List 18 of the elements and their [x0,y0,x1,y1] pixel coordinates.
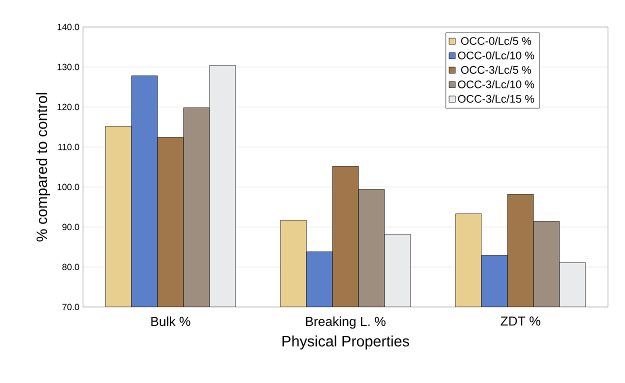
legend-label: OCC-0/Lc/10 % [458,51,534,60]
y-tick-label: 110.0 [58,144,80,150]
legend-label: OCC-3/Lc/10 % [458,80,534,88]
y-tick-label: 80.0 [62,264,80,270]
legend-label: OCC-3/Lc/15 % [458,94,534,103]
y-tick-label: 120.0 [58,104,80,110]
legend-label: OCC-0/Lc/5 % [461,36,532,45]
y-tick-label: 130.0 [58,64,80,70]
legend-label: OCC-3/Lc/5 % [461,66,532,74]
y-tick-label: 90.0 [62,224,80,230]
x-tick-label: ZDT % [500,316,540,326]
y-tick-label: 70.0 [62,304,80,310]
x-axis-title: Physical Properties [282,336,410,350]
x-tick-label: Breaking L. % [306,316,386,329]
y-tick-label: 100.0 [58,184,80,190]
x-tick-label: Bulk % [151,316,190,326]
y-tick-label: 140.0 [58,24,80,30]
y-axis-title: % compared to control [36,93,50,242]
